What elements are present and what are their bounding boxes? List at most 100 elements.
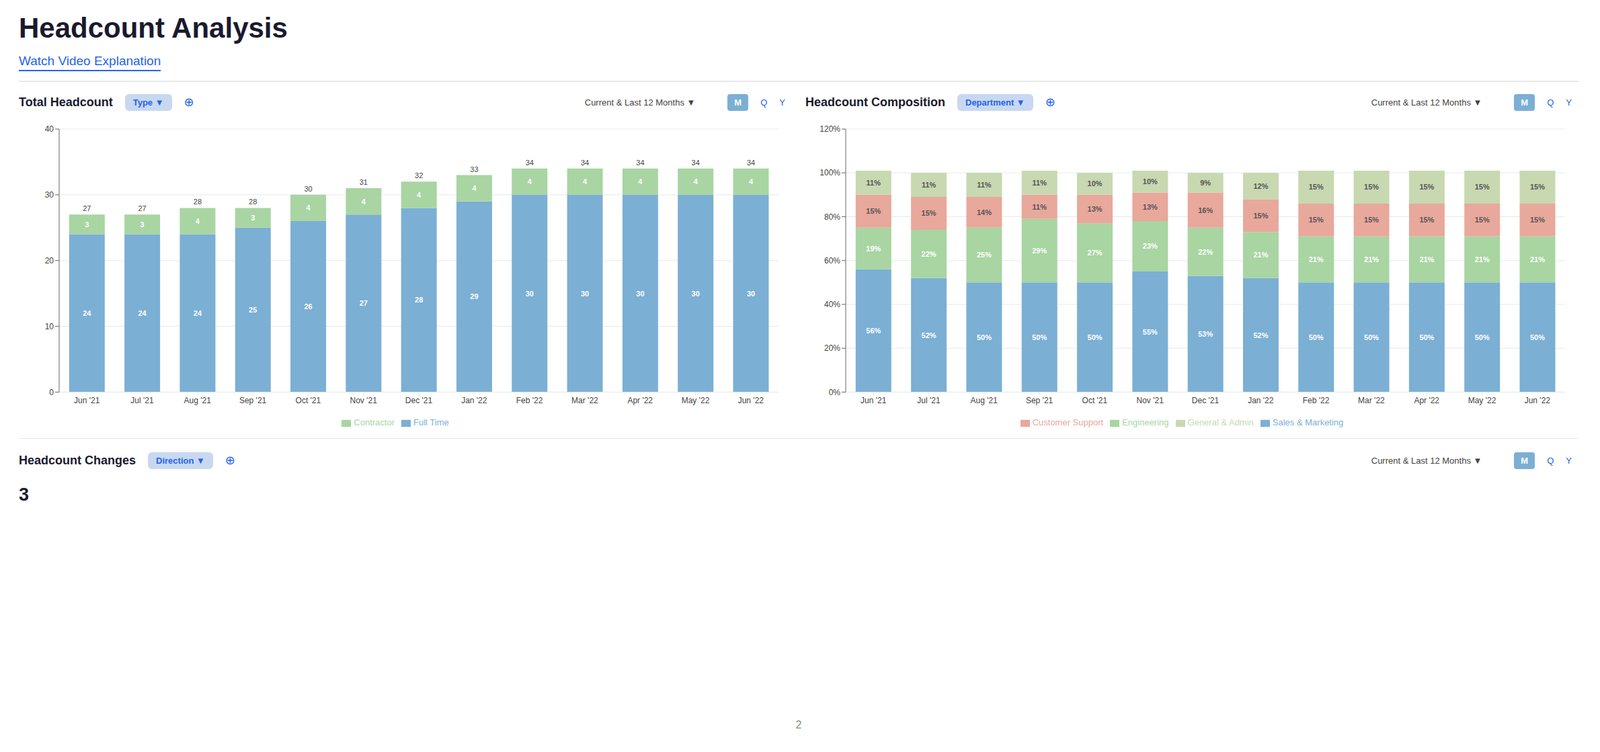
svg-text:28: 28	[248, 197, 257, 206]
svg-text:30: 30	[691, 289, 700, 298]
svg-text:50%: 50%	[1530, 333, 1545, 342]
svg-text:Dec '21: Dec '21	[405, 395, 433, 406]
svg-text:13%: 13%	[1087, 205, 1103, 214]
svg-text:10%: 10%	[1087, 179, 1103, 188]
svg-text:50%: 50%	[1087, 333, 1103, 342]
svg-text:27: 27	[82, 204, 91, 213]
svg-text:55%: 55%	[1142, 328, 1158, 337]
svg-text:Aug '21: Aug '21	[184, 395, 212, 406]
svg-text:32: 32	[414, 171, 423, 180]
svg-text:52%: 52%	[1253, 331, 1268, 340]
svg-text:56%: 56%	[865, 326, 881, 335]
svg-text:Jun '22: Jun '22	[738, 395, 765, 406]
svg-text:30: 30	[303, 184, 312, 193]
svg-text:Nov '21: Nov '21	[1136, 395, 1165, 406]
svg-text:15%: 15%	[1419, 215, 1434, 224]
svg-text:15%: 15%	[1308, 182, 1324, 191]
svg-text:Nov '21: Nov '21	[350, 395, 378, 406]
svg-text:30: 30	[635, 289, 645, 298]
svg-text:30: 30	[580, 289, 589, 298]
svg-text:Oct '21: Oct '21	[1082, 395, 1108, 406]
svg-text:15%: 15%	[1308, 215, 1324, 224]
svg-text:4: 4	[471, 184, 477, 193]
svg-text:20: 20	[45, 256, 55, 266]
svg-text:21%: 21%	[1253, 250, 1268, 259]
svg-text:Sep '21: Sep '21	[239, 395, 267, 406]
svg-text:Jun '21: Jun '21	[73, 395, 101, 406]
svg-text:26: 26	[303, 302, 312, 311]
svg-text:28: 28	[414, 295, 423, 304]
svg-text:Oct '21: Oct '21	[295, 395, 322, 406]
svg-text:4: 4	[305, 203, 311, 212]
svg-text:12%: 12%	[1253, 182, 1268, 191]
svg-text:22%: 22%	[921, 250, 937, 259]
svg-text:50%: 50%	[1031, 333, 1047, 342]
svg-text:15%: 15%	[1474, 215, 1490, 224]
svg-text:11%: 11%	[976, 180, 992, 189]
svg-text:34: 34	[746, 158, 755, 167]
svg-text:19%: 19%	[865, 244, 881, 253]
svg-text:31: 31	[359, 178, 368, 187]
svg-text:52%: 52%	[921, 331, 937, 340]
svg-text:10%: 10%	[1142, 177, 1158, 186]
svg-text:11%: 11%	[1032, 203, 1048, 212]
svg-text:Jun '22: Jun '22	[1524, 395, 1551, 406]
svg-text:20%: 20%	[824, 343, 841, 353]
svg-text:22%: 22%	[1197, 248, 1213, 257]
svg-text:29%: 29%	[1031, 246, 1047, 255]
svg-text:15%: 15%	[1419, 182, 1434, 191]
svg-text:27: 27	[137, 204, 146, 213]
svg-text:15%: 15%	[1530, 182, 1545, 191]
svg-text:3: 3	[84, 220, 89, 229]
svg-text:21%: 21%	[1530, 255, 1545, 264]
svg-text:25%: 25%	[976, 250, 992, 259]
svg-text:34: 34	[635, 158, 645, 167]
svg-text:15%: 15%	[921, 209, 937, 218]
svg-text:4: 4	[582, 177, 588, 186]
svg-text:34: 34	[525, 158, 534, 167]
svg-text:50%: 50%	[1474, 333, 1490, 342]
svg-text:24: 24	[137, 309, 147, 318]
svg-text:4: 4	[637, 177, 643, 186]
svg-text:30: 30	[45, 190, 55, 200]
svg-text:11%: 11%	[921, 180, 937, 189]
svg-text:25: 25	[248, 305, 257, 314]
svg-text:Jan '22: Jan '22	[1247, 395, 1274, 406]
svg-text:Mar '22: Mar '22	[571, 395, 599, 406]
svg-text:40: 40	[45, 124, 55, 134]
svg-text:29: 29	[469, 292, 478, 301]
svg-text:34: 34	[580, 158, 589, 167]
svg-text:14%: 14%	[976, 208, 992, 217]
svg-text:15%: 15%	[1253, 211, 1268, 220]
svg-text:80%: 80%	[824, 212, 841, 222]
svg-text:34: 34	[691, 158, 700, 167]
svg-text:Feb '22: Feb '22	[516, 395, 544, 406]
svg-text:May '22: May '22	[1468, 395, 1497, 406]
svg-text:15%: 15%	[1530, 215, 1545, 224]
svg-text:21%: 21%	[1419, 255, 1434, 264]
svg-text:33: 33	[469, 165, 478, 174]
svg-text:27%: 27%	[1087, 248, 1103, 257]
svg-text:15%: 15%	[1364, 215, 1379, 224]
svg-text:21%: 21%	[1474, 255, 1490, 264]
svg-text:50%: 50%	[1308, 333, 1324, 342]
svg-text:May '22: May '22	[681, 395, 710, 406]
svg-text:50%: 50%	[1419, 333, 1434, 342]
svg-text:50%: 50%	[976, 333, 992, 342]
svg-text:9%: 9%	[1200, 178, 1211, 187]
svg-text:10: 10	[45, 322, 55, 332]
svg-text:Apr '22: Apr '22	[627, 395, 653, 406]
svg-text:50%: 50%	[1364, 333, 1379, 342]
svg-text:40%: 40%	[824, 299, 841, 310]
svg-text:4: 4	[693, 177, 699, 186]
svg-text:100%: 100%	[819, 168, 841, 178]
svg-text:0: 0	[49, 387, 54, 398]
svg-text:Jul '21: Jul '21	[130, 395, 154, 406]
svg-text:11%: 11%	[866, 178, 882, 187]
svg-text:120%: 120%	[819, 124, 841, 134]
svg-text:11%: 11%	[1032, 178, 1048, 187]
svg-text:28: 28	[193, 197, 202, 206]
svg-text:24: 24	[82, 309, 92, 318]
svg-text:53%: 53%	[1197, 330, 1213, 339]
svg-text:21%: 21%	[1364, 255, 1379, 264]
